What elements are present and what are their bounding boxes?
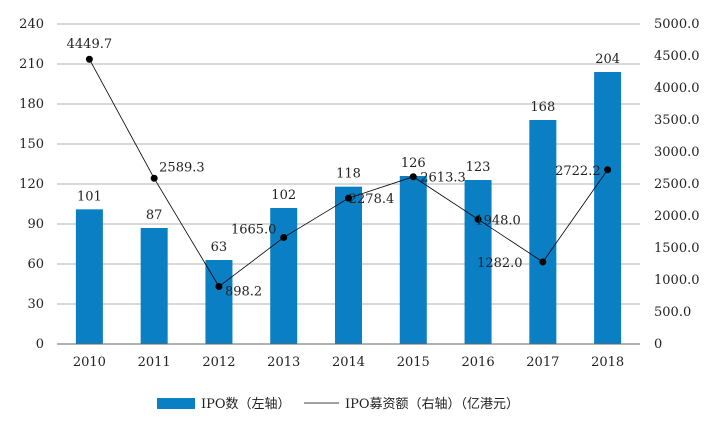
bar-value-label: 126 <box>401 156 426 171</box>
line-point <box>150 174 158 182</box>
bar-series <box>75 72 622 344</box>
y-left-tick-label: 0 <box>36 337 44 352</box>
legend: IPO数（左轴） IPO募资额（右轴）（亿港元） <box>157 397 519 412</box>
y-left-tick-label: 150 <box>19 137 44 152</box>
x-tick-label: 2017 <box>526 355 559 370</box>
y-right-tick-label: 5000.0 <box>654 17 700 32</box>
line-series <box>85 55 612 291</box>
bar <box>270 208 298 344</box>
y-right-tick-label: 500.0 <box>654 305 691 320</box>
bar <box>529 120 557 344</box>
bar <box>594 72 622 344</box>
y-left-tick-label: 180 <box>19 97 44 112</box>
y-left-tick-label: 60 <box>27 257 44 272</box>
line-value-label: 2589.3 <box>159 160 205 175</box>
axes: 0 30 60 90 120 150 180 210 240 0 500.0 1000.0 1500.0… <box>19 17 699 370</box>
bar-value-label: 123 <box>466 160 491 175</box>
legend-bar-label: IPO数（左轴） <box>201 397 291 412</box>
line-value-label: 2613.3 <box>420 171 466 186</box>
bar <box>140 228 168 344</box>
bar-value-label: 87 <box>146 208 163 223</box>
y-left-tick-label: 90 <box>27 217 44 232</box>
bar-value-label: 102 <box>271 188 296 203</box>
x-tick-label: 2011 <box>138 355 171 370</box>
y-left-tick-label: 30 <box>27 297 44 312</box>
bar-value-label: 101 <box>77 189 102 204</box>
line-value-label: 1665.0 <box>231 222 277 237</box>
bar-value-label: 168 <box>530 100 555 115</box>
y-right-tick-label: 1500.0 <box>654 241 700 256</box>
line-point <box>539 258 547 266</box>
x-tick-label: 2016 <box>462 355 495 370</box>
y-right-tick-label: 3500.0 <box>654 113 700 128</box>
y-right-tick-label: 4000.0 <box>654 81 700 96</box>
x-tick-label: 2012 <box>202 355 235 370</box>
bar <box>75 209 103 344</box>
x-tick-label: 2010 <box>73 355 106 370</box>
line-value-label: 4449.7 <box>67 37 113 52</box>
line-point <box>474 215 482 223</box>
x-tick-label: 2014 <box>332 355 365 370</box>
legend-line-label: IPO募资额（右轴）（亿港元） <box>345 397 519 412</box>
line-point <box>85 55 93 63</box>
y-right-tick-label: 3000.0 <box>654 145 700 160</box>
bar <box>335 186 362 344</box>
bar-value-label: 63 <box>211 240 228 255</box>
line-value-label: 1948.0 <box>475 213 521 228</box>
legend-bar-swatch <box>157 398 195 409</box>
line-point <box>345 194 352 202</box>
bar-value-label: 118 <box>336 167 361 182</box>
x-tick-label: 2015 <box>397 355 430 370</box>
line-point <box>409 173 417 181</box>
y-right-tick-label: 0 <box>654 337 662 352</box>
bar <box>399 176 427 344</box>
y-left-tick-label: 120 <box>19 177 44 192</box>
y-right-tick-label: 2500.0 <box>654 177 700 192</box>
line-point <box>215 283 223 291</box>
data-labels: 101 87 63 102 118 126 123 168 204 4449.7 2589.3 898… <box>67 37 620 299</box>
y-right-tick-label: 1000.0 <box>654 273 700 288</box>
line-point <box>604 166 612 174</box>
y-right-tick-label: 2000.0 <box>654 209 700 224</box>
bar <box>464 180 492 344</box>
y-left-tick-label: 240 <box>19 17 44 32</box>
line-value-label: 2722.2 <box>555 164 601 179</box>
y-left-tick-label: 210 <box>19 57 44 72</box>
line-value-label: 898.2 <box>225 285 262 300</box>
y-right-tick-label: 4500.0 <box>654 49 700 64</box>
x-tick-label: 2013 <box>267 355 300 370</box>
bar-value-label: 204 <box>595 52 620 67</box>
line-point <box>280 233 288 241</box>
line-value-label: 2278.4 <box>349 192 395 207</box>
bar <box>205 260 233 344</box>
line-value-label: 1282.0 <box>477 256 523 271</box>
x-tick-label: 2018 <box>591 355 624 370</box>
